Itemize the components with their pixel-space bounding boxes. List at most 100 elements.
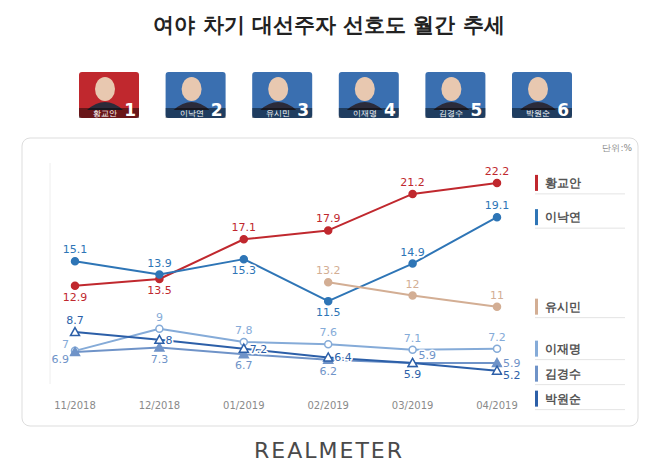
x-tick-label: 11/2018 <box>54 400 96 411</box>
series-line <box>75 329 497 351</box>
series-marker <box>325 279 332 286</box>
data-label: 9 <box>156 311 163 324</box>
candidate-rank: 6 <box>557 100 569 120</box>
legend-label: 박원순 <box>545 392 581 406</box>
x-tick-label: 03/2019 <box>392 400 434 411</box>
data-label: 7.2 <box>488 331 506 344</box>
data-label: 12.9 <box>63 291 88 304</box>
candidate-name: 박원순 <box>526 109 550 118</box>
series-marker <box>409 346 416 353</box>
series-marker <box>155 335 164 343</box>
data-label: 7.3 <box>151 353 169 366</box>
data-label: 11.5 <box>316 306 341 319</box>
series-line <box>75 348 497 363</box>
legend-label: 김경수 <box>545 367 581 381</box>
data-label: 12 <box>406 278 420 291</box>
data-label: 13.9 <box>147 257 172 270</box>
photo-face <box>441 77 461 101</box>
candidate-rank: 3 <box>297 100 309 120</box>
candidate-card: 박원순 6 <box>512 72 572 120</box>
data-label: 6.7 <box>235 359 253 372</box>
data-label: 13.2 <box>316 264 341 277</box>
data-label: 19.1 <box>485 199 510 212</box>
candidate-card: 유시민3 <box>252 72 312 120</box>
series-marker <box>494 214 501 221</box>
series-marker <box>239 344 248 352</box>
series-line <box>75 217 497 301</box>
series-marker <box>72 282 79 289</box>
legend-swatch <box>535 299 538 315</box>
data-label: 11 <box>490 289 504 302</box>
data-label: 17.9 <box>316 212 341 225</box>
series-marker <box>156 325 163 332</box>
candidate-card: 황교안1 <box>79 72 139 120</box>
series-line <box>75 332 497 371</box>
legend-rule <box>535 228 625 229</box>
legend-label: 이재명 <box>545 342 581 356</box>
series-marker <box>240 236 247 243</box>
data-label: 15.1 <box>63 243 88 256</box>
data-label: 21.2 <box>400 176 425 189</box>
data-labels: 12.913.517.117.921.222.215.113.915.311.5… <box>52 165 521 382</box>
data-label: 7 <box>62 338 69 351</box>
photo-face <box>528 77 548 101</box>
data-label: 8.7 <box>66 314 84 327</box>
series-marker <box>240 256 247 263</box>
chart-root: 여야 차기 대선주자 선호도 월간 추세황교안1이낙연2유시민3이재명4김경수5… <box>0 0 658 471</box>
series-marker <box>155 343 164 351</box>
series-marker <box>324 353 333 361</box>
legend-rule <box>535 317 625 318</box>
data-label: 6.4 <box>334 351 352 364</box>
series-marker <box>325 341 332 348</box>
legend-swatch <box>535 209 538 225</box>
panel-frame <box>22 138 638 426</box>
candidate-name: 김경수 <box>439 109 463 118</box>
data-label: 17.1 <box>232 221 257 234</box>
series-line <box>75 183 497 286</box>
series-marker <box>325 298 332 305</box>
candidate-name: 이재명 <box>353 109 377 118</box>
legend-rule <box>535 359 625 360</box>
x-tick-label: 12/2018 <box>139 400 181 411</box>
candidate-card: 김경수5 <box>425 72 485 120</box>
series-marker <box>409 292 416 299</box>
legend-swatch <box>535 175 538 191</box>
data-label: 7.6 <box>319 326 337 339</box>
data-label: 14.9 <box>400 246 425 259</box>
legend-swatch <box>535 366 538 382</box>
data-label: 22.2 <box>485 165 510 178</box>
legend-swatch <box>535 341 538 357</box>
legend-label: 유시민 <box>545 300 581 314</box>
plot-marks <box>71 179 502 374</box>
legend-label: 이낙연 <box>545 210 581 224</box>
data-label: 5.9 <box>419 349 437 362</box>
x-tick-label: 02/2019 <box>307 400 349 411</box>
series-marker <box>494 345 501 352</box>
series-marker <box>71 347 80 355</box>
candidate-name: 이낙연 <box>180 109 204 118</box>
data-label: 6.9 <box>52 353 70 366</box>
series-marker <box>409 260 416 267</box>
series-marker <box>494 303 501 310</box>
data-label: 5.9 <box>404 368 422 381</box>
unit-label: 단위:% <box>602 143 632 153</box>
data-label: 7.2 <box>250 343 267 356</box>
data-label: 15.3 <box>232 264 257 277</box>
series-marker <box>409 190 416 197</box>
series-marker <box>72 258 79 265</box>
series-marker <box>325 227 332 234</box>
photo-face <box>268 77 288 101</box>
series-marker <box>71 328 80 336</box>
series-marker <box>156 271 163 278</box>
data-label: 5.2 <box>503 369 521 382</box>
series-marker <box>408 359 417 367</box>
series-marker <box>494 179 501 186</box>
legend-rule <box>535 384 625 385</box>
data-label: 8 <box>165 334 172 347</box>
photo-face <box>182 77 202 101</box>
title: 여야 차기 대선주자 선호도 월간 추세 <box>153 13 505 37</box>
photo-face <box>95 77 115 101</box>
data-label: 6.2 <box>319 365 337 378</box>
y-axis-line <box>50 163 51 384</box>
candidate-rank: 2 <box>211 100 223 120</box>
